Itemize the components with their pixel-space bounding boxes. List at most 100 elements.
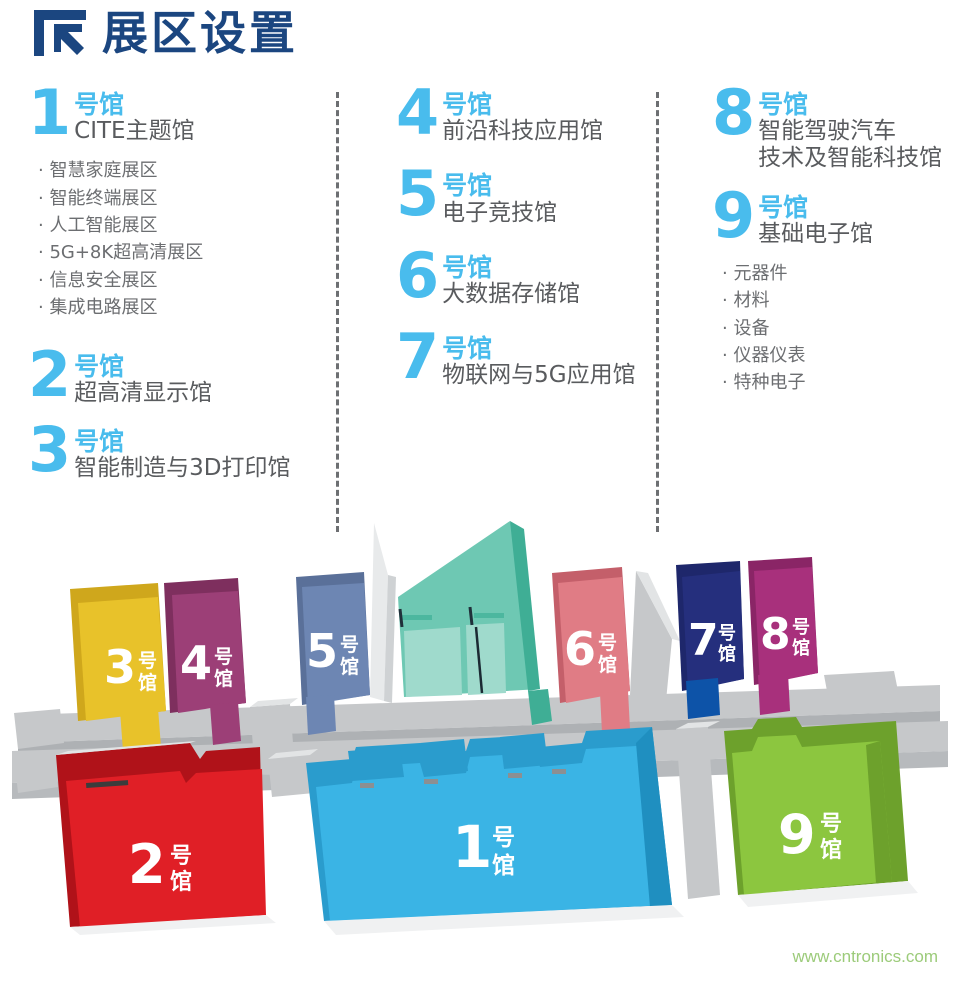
hall-name: 大数据存储馆 — [442, 281, 581, 307]
svg-text:号: 号 — [170, 844, 192, 869]
legend-hall-3[interactable]: 3 号馆 智能制造与3D打印馆 — [28, 412, 328, 486]
svg-text:馆: 馆 — [820, 837, 842, 863]
service-blocks-left — [250, 698, 298, 747]
floorplan-hall-8[interactable]: 8 号 馆 — [748, 557, 818, 715]
hall-suffix: 号馆 — [758, 192, 809, 222]
svg-text:号: 号 — [598, 632, 617, 654]
hall-7-number: 7 — [688, 615, 719, 666]
hall-suffix: 号馆 — [74, 426, 125, 456]
hall-suffix: 号馆 — [758, 90, 809, 119]
legend-hall-7[interactable]: 7 号馆 物联网与5G应用馆 — [396, 320, 651, 394]
exhibition-floorplan-map: 3 号 馆 4 号 馆 5 号 馆 — [0, 515, 956, 975]
service-blocks-mid — [630, 571, 680, 701]
bracket-arrow-logo-icon — [32, 8, 88, 58]
hall-9-number: 9 — [778, 803, 816, 866]
hall-name: 电子竞技馆 — [442, 199, 558, 226]
hall-name: 智能驾驶汽车 技术及智能科技馆 — [758, 118, 943, 172]
site-watermark: www.cntronics.com — [792, 947, 938, 966]
legend-hall-4[interactable]: 4 号馆 前沿科技应用馆 — [396, 76, 651, 149]
floorplan-hall-3[interactable]: 3 号 馆 — [70, 583, 166, 751]
hall-number: 5 — [396, 157, 440, 231]
hall-number: 2 — [28, 337, 72, 411]
hall-name: 智能制造与3D打印馆 — [74, 455, 291, 482]
svg-text:号: 号 — [492, 825, 515, 851]
legend-hall-6[interactable]: 6 号馆 大数据存储馆 — [396, 238, 651, 312]
svg-text:馆: 馆 — [170, 869, 192, 895]
hall-name: 基础电子馆 — [758, 220, 874, 247]
svg-text:号: 号 — [214, 646, 233, 668]
svg-text:号: 号 — [792, 617, 810, 638]
svg-text:号: 号 — [340, 634, 359, 656]
hall-suffix: 号馆 — [442, 334, 493, 364]
hall-9-zone-list: 元器件 材料 设备 仪器仪表 特种电子 — [722, 260, 952, 397]
floorplan-hall-5[interactable]: 5 号 馆 — [296, 572, 370, 735]
floorplan-hall-4[interactable]: 4 号 馆 — [164, 578, 246, 745]
tower-structure-left — [370, 523, 396, 703]
list-item: 集成电路展区 — [38, 294, 328, 321]
hall-suffix: 号馆 — [442, 90, 493, 119]
legend-hall-1[interactable]: 1 号馆 CITE主题馆 智慧家庭展区 智能终端展区 人工智能展区 5G+8K超… — [28, 76, 328, 322]
hall-suffix: 号馆 — [442, 171, 493, 201]
hall-number: 6 — [396, 238, 440, 312]
floorplan-hall-2[interactable]: 2 号 馆 — [56, 741, 276, 935]
floorplan-hall-7[interactable]: 7 号 馆 — [676, 561, 744, 719]
floorplan-svg: 3 号 馆 4 号 馆 5 号 馆 — [12, 521, 948, 935]
legend-column-1: 1 号馆 CITE主题馆 智慧家庭展区 智能终端展区 人工智能展区 5G+8K超… — [28, 76, 328, 486]
hall-number: 9 — [712, 178, 756, 252]
svg-text:馆: 馆 — [492, 852, 515, 879]
hall-number: 1 — [28, 76, 72, 149]
floorplan-hall-9[interactable]: 9 号 馆 — [724, 717, 918, 907]
svg-text:号: 号 — [718, 623, 736, 644]
list-item: 特种电子 — [722, 369, 952, 396]
list-item: 人工智能展区 — [38, 212, 328, 239]
legend-hall-9[interactable]: 9 号馆 基础电子馆 元器件 材料 设备 仪器仪表 特种电子 — [712, 178, 952, 397]
list-item: 智慧家庭展区 — [38, 157, 328, 184]
legend-column-3: 8 号馆 智能驾驶汽车 技术及智能科技馆 9 号馆 基础电子馆 元器件 材料 设… — [712, 82, 952, 401]
hall-5-number: 5 — [306, 624, 338, 678]
hall-2-number: 2 — [128, 833, 166, 896]
legend-hall-8[interactable]: 8 号馆 智能驾驶汽车 技术及智能科技馆 — [712, 82, 952, 173]
hall-name: 超高清显示馆 — [74, 379, 213, 406]
hall-1-number: 1 — [452, 813, 492, 881]
list-item: 设备 — [722, 315, 952, 342]
list-item: 信息安全展区 — [38, 267, 328, 294]
legend-hall-5[interactable]: 5 号馆 电子竞技馆 — [396, 157, 651, 231]
page-title: 展区设置 — [102, 6, 298, 60]
service-blocks-bottom-left — [268, 749, 318, 797]
svg-text:馆: 馆 — [718, 643, 736, 665]
hall-name: CITE主题馆 — [74, 118, 195, 145]
hall-name: 物联网与5G应用馆 — [442, 362, 636, 389]
hall-number: 7 — [396, 320, 440, 394]
hall-number: 4 — [396, 76, 440, 149]
column-divider-1 — [336, 92, 339, 532]
list-item: 5G+8K超高清展区 — [38, 239, 328, 266]
floorplan-hall-1[interactable]: 1 号 馆 — [306, 727, 684, 935]
hall-name: 前沿科技应用馆 — [442, 118, 604, 145]
list-item: 材料 — [722, 287, 952, 314]
svg-text:号: 号 — [820, 812, 842, 837]
hall-suffix: 号馆 — [442, 252, 493, 282]
hall-suffix: 号馆 — [74, 90, 125, 119]
central-teal-building — [398, 521, 540, 697]
legend-hall-2[interactable]: 2 号馆 超高清显示馆 — [28, 337, 328, 411]
hall-suffix: 号馆 — [74, 351, 125, 381]
svg-text:馆: 馆 — [138, 671, 157, 694]
floorplan-hall-6[interactable]: 6 号 馆 — [552, 567, 630, 733]
hall-1-zone-list: 智慧家庭展区 智能终端展区 人工智能展区 5G+8K超高清展区 信息安全展区 集… — [38, 157, 328, 321]
svg-text:馆: 馆 — [340, 655, 359, 678]
svg-text:号: 号 — [138, 650, 157, 672]
hall-6-number: 6 — [564, 622, 596, 676]
hall-8-number: 8 — [760, 609, 791, 660]
column-divider-2 — [656, 92, 659, 532]
list-item: 智能终端展区 — [38, 185, 328, 212]
service-blocks-bottom-right — [676, 721, 720, 899]
hall-4-number: 4 — [180, 636, 212, 690]
list-item: 仪器仪表 — [722, 342, 952, 369]
svg-text:馆: 馆 — [792, 637, 810, 659]
list-item: 元器件 — [722, 260, 952, 287]
teal-annex — [528, 689, 552, 725]
page-header: 展区设置 — [32, 8, 298, 58]
hall-number: 3 — [28, 412, 72, 486]
svg-text:馆: 馆 — [214, 667, 233, 690]
hall-3-number: 3 — [104, 640, 136, 694]
